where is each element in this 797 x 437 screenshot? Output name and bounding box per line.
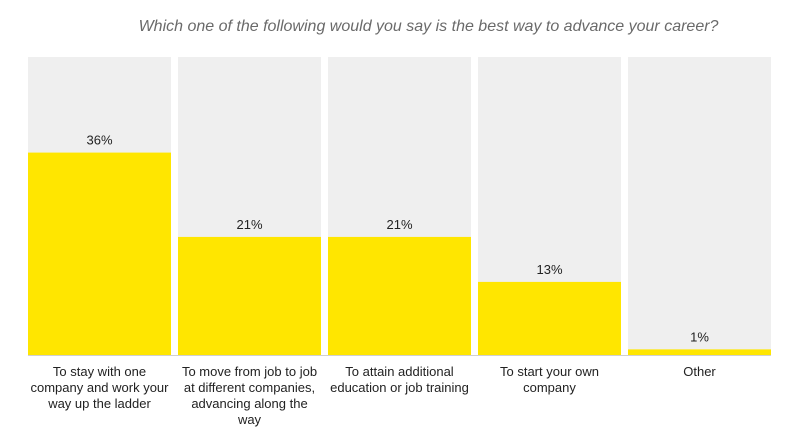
category-label-line: company: [523, 380, 576, 395]
category-label: Other: [683, 364, 716, 379]
data-label: 1%: [690, 329, 709, 344]
category-label-line: way: [237, 412, 262, 427]
category-label-line: To attain additional: [345, 364, 454, 379]
bar: [178, 236, 321, 355]
data-label: 36%: [86, 133, 112, 148]
bar: [328, 236, 471, 355]
chart-title: Which one of the following would you say…: [138, 18, 719, 35]
category-label-line: way up the ladder: [47, 396, 151, 411]
category-label-line: company and work your: [30, 380, 169, 395]
category-label-line: To start your own: [500, 364, 599, 379]
bar: [28, 152, 171, 355]
bar-background-column: [628, 57, 771, 355]
bar: [628, 349, 771, 355]
category-label-line: Other: [683, 364, 716, 379]
category-label-line: To stay with one: [53, 364, 146, 379]
bar: [478, 281, 621, 355]
category-label-line: To move from job to job: [182, 364, 317, 379]
category-label: To stay with one company and work your way…: [30, 364, 169, 411]
data-label: 21%: [236, 217, 262, 232]
data-label: 13%: [536, 262, 562, 277]
category-label: To move from job to job at different comp…: [182, 364, 317, 427]
category-label-line: at different companies,: [184, 380, 315, 395]
category-label-line: education or job training: [330, 380, 469, 395]
data-label: 21%: [386, 217, 412, 232]
category-label: To start your own company: [500, 364, 599, 395]
category-label-line: advancing along the: [191, 396, 307, 411]
category-label: To attain additional education or job tra…: [330, 364, 469, 395]
